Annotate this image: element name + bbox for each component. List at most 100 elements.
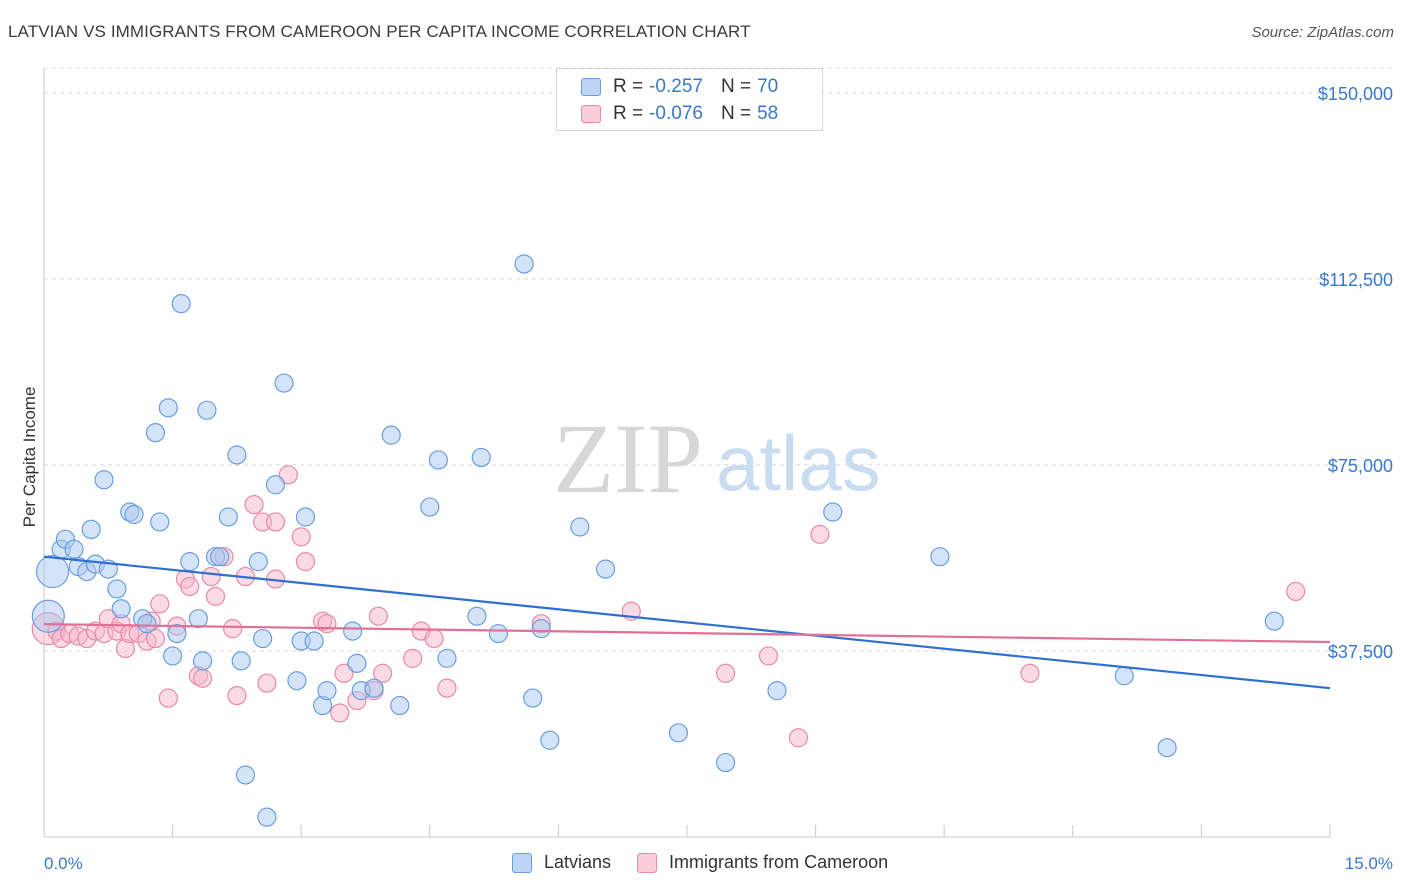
- latvian-point: [94, 470, 114, 490]
- y-axis-label: Per Capita Income: [20, 387, 39, 528]
- cameroon-point: [373, 663, 393, 683]
- legend-row-cameroon: R = -0.076 N = 58: [581, 102, 778, 126]
- latvian-point: [514, 254, 534, 274]
- legend-item-cameroon[interactable]: Immigrants from Cameroon: [637, 852, 888, 873]
- x-tick-label: 0.0%: [44, 854, 83, 873]
- cameroon-point: [291, 527, 311, 547]
- latvian-point: [437, 648, 457, 668]
- correlation-legend: R = -0.257 N = 70 R = -0.076 N = 58: [556, 68, 823, 131]
- cameroon-point: [424, 628, 444, 649]
- grid-lines: [44, 67, 1395, 652]
- latvian-point: [420, 497, 440, 517]
- legend-label-cameroon: Immigrants from Cameroon: [669, 852, 889, 872]
- legend-row-latvians: R = -0.257 N = 70: [581, 75, 778, 99]
- cameroon-point: [223, 619, 243, 639]
- latvian-point: [253, 628, 273, 649]
- legend-swatch-pink: [581, 105, 601, 123]
- cameroon-point: [158, 688, 178, 708]
- cameroon-trend-line: [43, 623, 1331, 644]
- latvian-point: [158, 398, 178, 418]
- legend-n-value: 70: [757, 76, 779, 97]
- legend-r-value: -0.076: [649, 103, 703, 124]
- latvian-point: [257, 807, 277, 827]
- cameroon-point: [227, 686, 247, 706]
- latvian-point: [381, 425, 401, 445]
- latvian-point: [390, 695, 410, 716]
- cameroon-point: [368, 606, 388, 626]
- latvian-point: [227, 445, 247, 465]
- cameroon-point: [205, 586, 226, 606]
- axes: [43, 68, 1331, 838]
- legend-item-latvians[interactable]: Latvians: [512, 852, 611, 873]
- cameroon-point: [317, 614, 337, 634]
- latvian-point: [111, 599, 131, 619]
- y-tick-label: $37,500: [1328, 642, 1393, 662]
- cameroon-point: [1020, 663, 1040, 683]
- legend-r-value: -0.257: [649, 76, 703, 97]
- cameroon-point: [403, 648, 423, 668]
- latvian-point: [668, 723, 689, 743]
- latvian-point: [31, 599, 65, 633]
- trend-lines: [43, 555, 1331, 690]
- latvian-point: [304, 631, 324, 651]
- latvian-point: [171, 294, 191, 314]
- cameroon-point: [810, 524, 830, 544]
- legend-r-label: R =: [613, 76, 644, 97]
- legend-n-value: 58: [757, 103, 779, 124]
- cameroon-point: [201, 566, 221, 587]
- latvian-point: [124, 504, 144, 525]
- latvian-point: [347, 653, 367, 673]
- cameroon-point: [150, 594, 170, 614]
- latvian-point: [467, 606, 487, 626]
- legend-swatch-pink: [637, 852, 658, 873]
- cameroon-point: [295, 552, 316, 572]
- watermark-atlas: atlas: [716, 419, 881, 507]
- latvian-point: [1157, 738, 1177, 758]
- latvian-point: [317, 681, 337, 701]
- latvian-point: [531, 619, 551, 639]
- latvian-point: [235, 765, 256, 785]
- latvian-point: [488, 623, 508, 644]
- latvian-point: [64, 539, 84, 559]
- cameroon-point: [334, 663, 354, 683]
- latvian-point: [1114, 666, 1134, 686]
- tick-labels: $37,500 $75,000 $112,500 $150,000 0.0% 15.0%: [44, 84, 1393, 873]
- cameroon-point: [278, 465, 298, 485]
- latvian-point: [540, 730, 560, 750]
- chart-title: LATVIAN VS IMMIGRANTS FROM CAMEROON PER …: [8, 22, 751, 41]
- latvian-point: [81, 519, 101, 540]
- latvian-point: [343, 621, 363, 641]
- cameroon-point: [1286, 581, 1306, 602]
- legend-label-latvians: Latvians: [544, 852, 612, 872]
- legend-n-label: N =: [720, 103, 752, 124]
- latvian-point: [287, 671, 307, 691]
- cameroon-point: [193, 668, 213, 688]
- latvian-point: [231, 651, 251, 671]
- latvian-point: [150, 512, 170, 532]
- latvian-point: [180, 552, 200, 572]
- latvian-point: [197, 400, 217, 420]
- latvian-point: [210, 547, 230, 567]
- latvian-point: [595, 559, 616, 579]
- x-tick-label: 15.0%: [1345, 854, 1393, 873]
- latvian-point: [145, 423, 166, 443]
- cameroon-point: [788, 728, 809, 748]
- cameroon-point: [265, 512, 286, 532]
- latvian-point: [265, 475, 286, 495]
- y-tick-label: $150,000: [1318, 84, 1393, 104]
- cameroon-point: [145, 628, 166, 649]
- y-tick-label: $75,000: [1328, 456, 1393, 476]
- legend-n-label: N =: [720, 76, 752, 97]
- cameroon-point: [180, 576, 200, 597]
- cameroon-point: [758, 646, 779, 666]
- data-points: [31, 254, 1306, 827]
- cameroon-point: [330, 703, 350, 723]
- latvian-point: [930, 547, 950, 567]
- latvian-point: [428, 450, 448, 470]
- latvian-trend-line: [43, 555, 1331, 690]
- latvian-point: [364, 678, 384, 698]
- legend-swatch-blue: [581, 78, 601, 96]
- latvian-point: [163, 646, 183, 666]
- legend-swatch-blue: [512, 852, 532, 873]
